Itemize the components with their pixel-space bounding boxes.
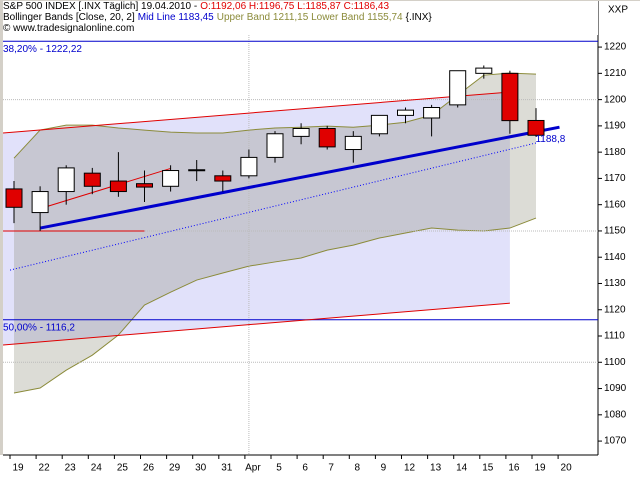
candle-body (57, 167, 75, 193)
ohlc: O:1192,06 H:1196,75 L:1185,87 C:1186,43 (200, 1, 390, 12)
candle-body (475, 67, 493, 74)
x-tick-label: 25 (117, 463, 129, 474)
trendline (39, 167, 171, 210)
y-tick-label: 1190 (604, 121, 626, 132)
candle-body (423, 106, 441, 119)
candle-body (31, 191, 49, 214)
candle-body (344, 135, 362, 151)
title: S&P 500 INDEX [.INX Täglich] 19.04.2010 … (3, 1, 198, 12)
mid-line: Mid Line 1183,45 (137, 12, 214, 23)
x-tick-label: 7 (328, 463, 334, 474)
candle-body (109, 180, 127, 193)
x-tick-label: 14 (456, 463, 468, 474)
plot-bg (3, 1, 598, 455)
x-tick-label: 6 (302, 463, 308, 474)
candle-body (266, 133, 284, 158)
y-tick-label: 1090 (604, 383, 627, 394)
candle-body (214, 175, 232, 182)
x-tick-label: 15 (482, 463, 494, 474)
fib-label: 38,20% - 1222,22 (3, 44, 82, 55)
candle-body (501, 72, 519, 122)
x-tick-label: 22 (39, 463, 51, 474)
band-area (14, 73, 536, 394)
y-tick-label: 1070 (604, 436, 627, 447)
y-tick-label: 1150 (604, 226, 626, 237)
x-tick-label: 13 (430, 463, 442, 474)
trendline (9, 142, 537, 271)
y-tick-label: 1100 (604, 357, 626, 368)
y-tick-label: 1110 (604, 331, 625, 342)
y-tick-label: 1080 (604, 409, 627, 420)
y-tick-label: 1180 (604, 147, 626, 158)
bands: Upper Band 1211,15 Lower Band 1155,74 (216, 12, 403, 23)
candle-body (527, 119, 545, 136)
symbol: {.INX} (405, 12, 432, 23)
candle-body (83, 172, 101, 187)
candle-body (136, 183, 153, 188)
x-tick-label: 19 (12, 463, 24, 474)
y-tick-label: 1120 (604, 304, 626, 315)
x-tick-label: 30 (195, 463, 207, 474)
upper-band (13, 72, 537, 159)
candle-body (292, 128, 310, 137)
annotation: 1188,8 (535, 134, 565, 145)
x-tick-label: 8 (355, 463, 361, 474)
y-tick-label: 1220 (604, 42, 627, 53)
x-tick-label: 5 (276, 463, 282, 474)
trendline (39, 125, 560, 230)
channel (3, 91, 510, 345)
y-tick-label: 1140 (604, 252, 626, 263)
axis-bg (598, 1, 640, 480)
indicator: Bollinger Bands [Close, 20, 2] (3, 12, 135, 23)
x-tick-label: 20 (561, 463, 573, 474)
x-tick-label: 9 (381, 463, 387, 474)
y-tick-label: 1170 (604, 173, 626, 184)
corner-text: XXP (608, 5, 628, 16)
y-tick-label: 1130 (604, 278, 626, 289)
y-tick-label: 1160 (604, 199, 626, 210)
candle-body (318, 128, 336, 148)
candle-body (397, 109, 414, 116)
x-tick-label: 31 (221, 463, 233, 474)
x-tick-label: 12 (404, 463, 416, 474)
trendline (2, 91, 510, 134)
x-tick-label: 16 (508, 463, 520, 474)
trendline (2, 302, 510, 346)
x-tick-label: 19 (534, 463, 546, 474)
candle-body (370, 114, 388, 135)
header: S&P 500 INDEX [.INX Täglich] 19.04.2010 … (3, 1, 598, 35)
candle-body (449, 70, 467, 106)
y-tick-label: 1210 (604, 68, 627, 79)
axis-bg (0, 455, 598, 480)
fib-label: 50,00% - 1116,2 (3, 322, 75, 333)
candle-body (188, 169, 206, 172)
lower-band (13, 217, 537, 394)
y-tick-label: 1200 (604, 94, 627, 105)
x-tick-label: Apr (245, 463, 261, 474)
x-tick-label: 23 (65, 463, 77, 474)
copyright: © www.tradesignalonline.com (3, 23, 135, 34)
candle-body (5, 188, 23, 208)
x-tick-label: 26 (143, 463, 155, 474)
x-tick-label: 24 (91, 463, 103, 474)
x-tick-label: 29 (169, 463, 181, 474)
candle-body (162, 170, 180, 187)
candle-body (240, 156, 258, 177)
